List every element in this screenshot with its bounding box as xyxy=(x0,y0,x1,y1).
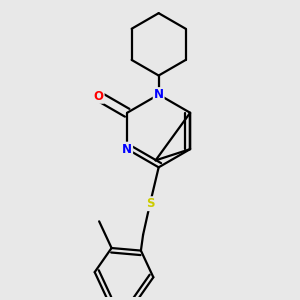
Text: S: S xyxy=(146,197,154,210)
Text: N: N xyxy=(122,142,132,156)
Text: O: O xyxy=(94,90,104,103)
Text: N: N xyxy=(154,88,164,101)
